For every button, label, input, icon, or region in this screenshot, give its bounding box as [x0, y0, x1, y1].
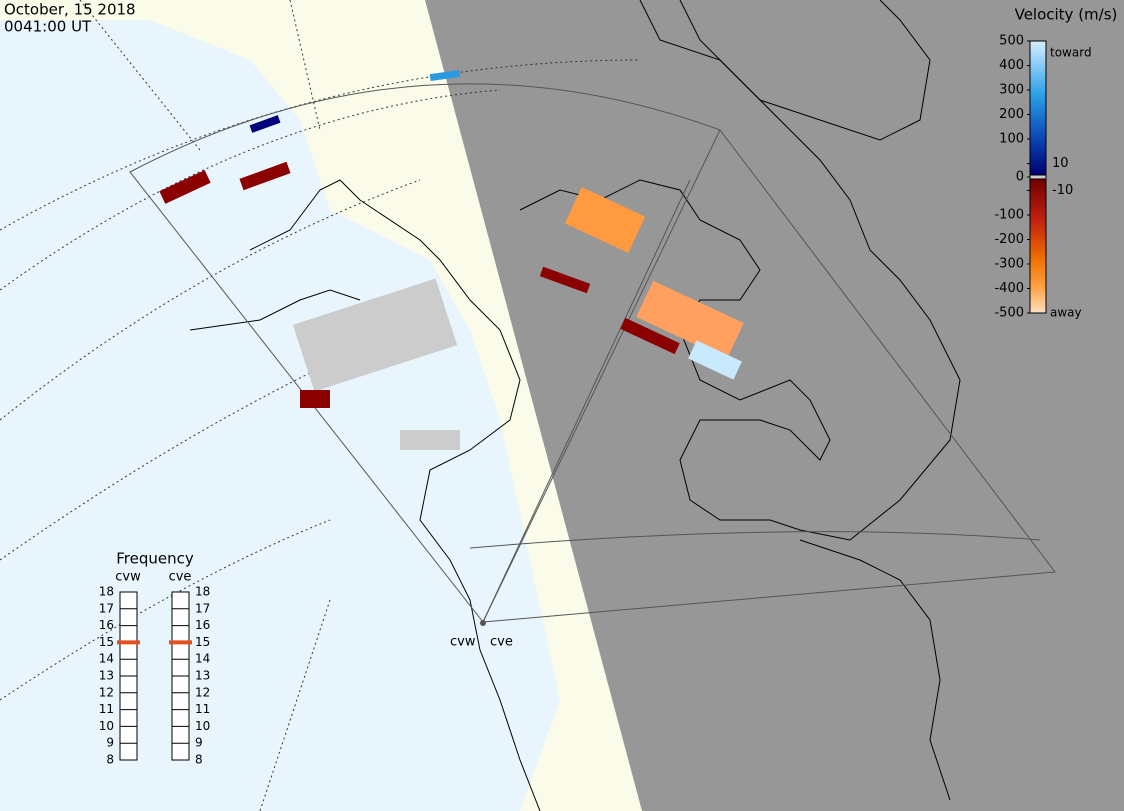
- frequency-tick-label: 8: [195, 753, 203, 767]
- frequency-tick-label: 12: [99, 685, 114, 699]
- frequency-radar-name: cve: [169, 570, 192, 585]
- frequency-tick-label: 10: [195, 719, 210, 733]
- frequency-tick-label: 15: [99, 635, 114, 649]
- radar-echoes: [159, 69, 744, 450]
- frequency-tick-label: 17: [195, 601, 210, 615]
- colorbar-negative: [1029, 178, 1047, 314]
- colorbar-tick-label: 500: [999, 34, 1024, 49]
- radar-fov: [129, 83, 1056, 623]
- frequency-tick-label: 10: [99, 719, 114, 733]
- colorbar-tick-label: 200: [999, 107, 1024, 122]
- frequency-tick-label: 11: [99, 702, 114, 716]
- frequency-panel: Frequencycvw18171615141312111098cve18171…: [99, 550, 211, 767]
- frequency-tick-label: 12: [195, 685, 210, 699]
- colorbar-tick-label: 300: [999, 83, 1024, 98]
- frequency-tick-label: 13: [99, 669, 114, 683]
- colorbar-tick-label: 400: [999, 58, 1024, 73]
- frequency-radar-name: cvw: [115, 570, 141, 585]
- colorbar-tick-label: 10: [1052, 156, 1069, 171]
- frequency-tick-label: 16: [99, 618, 114, 632]
- colorbar-tick-label: -200: [994, 232, 1024, 247]
- coastlines: [189, 0, 961, 811]
- time: 0041:00 UT: [4, 18, 92, 36]
- frequency-tick-label: 11: [195, 702, 210, 716]
- frequency-tick-label: 9: [195, 736, 203, 750]
- frequency-tick-label: 13: [195, 669, 210, 683]
- frequency-tick-label: 14: [99, 652, 114, 666]
- colorbar-title: Velocity (m/s): [1015, 6, 1118, 24]
- frequency-tick-label: 18: [195, 585, 210, 599]
- site-label: cve: [490, 635, 513, 650]
- frequency-title: Frequency: [116, 550, 194, 568]
- frequency-tick-label: 9: [106, 736, 114, 750]
- frequency-tick-label: 17: [99, 601, 114, 615]
- frequency-tick-label: 16: [195, 618, 210, 632]
- colorbar-tick-label: 100: [999, 132, 1024, 147]
- frequency-tick-label: 18: [99, 585, 114, 599]
- colorbar-tick-label: -500: [994, 306, 1024, 321]
- colorbar-bottom-label: away: [1050, 306, 1082, 320]
- frequency-tick-label: 14: [195, 652, 210, 666]
- date: October, 15 2018: [4, 1, 136, 19]
- frequency-tick-label: 8: [106, 753, 114, 767]
- colorbar-tick-label: 0: [1016, 170, 1024, 185]
- colorbar-tick-label: -100: [994, 208, 1024, 223]
- colorbar-tick-label: -300: [994, 257, 1024, 272]
- colorbar-tick-label: -10: [1052, 183, 1073, 198]
- frequency-tick-label: 15: [195, 635, 210, 649]
- colorbar-positive: [1029, 40, 1047, 176]
- colorbar-tick-label: -400: [994, 281, 1024, 296]
- site-label: cvw: [450, 635, 476, 650]
- colorbar-zero: [1029, 174, 1047, 180]
- colorbar-top-label: toward: [1050, 46, 1092, 60]
- colorbar: 500400300200100100-10-100-200-300-400-50…: [994, 34, 1091, 321]
- radar-site: [480, 620, 486, 626]
